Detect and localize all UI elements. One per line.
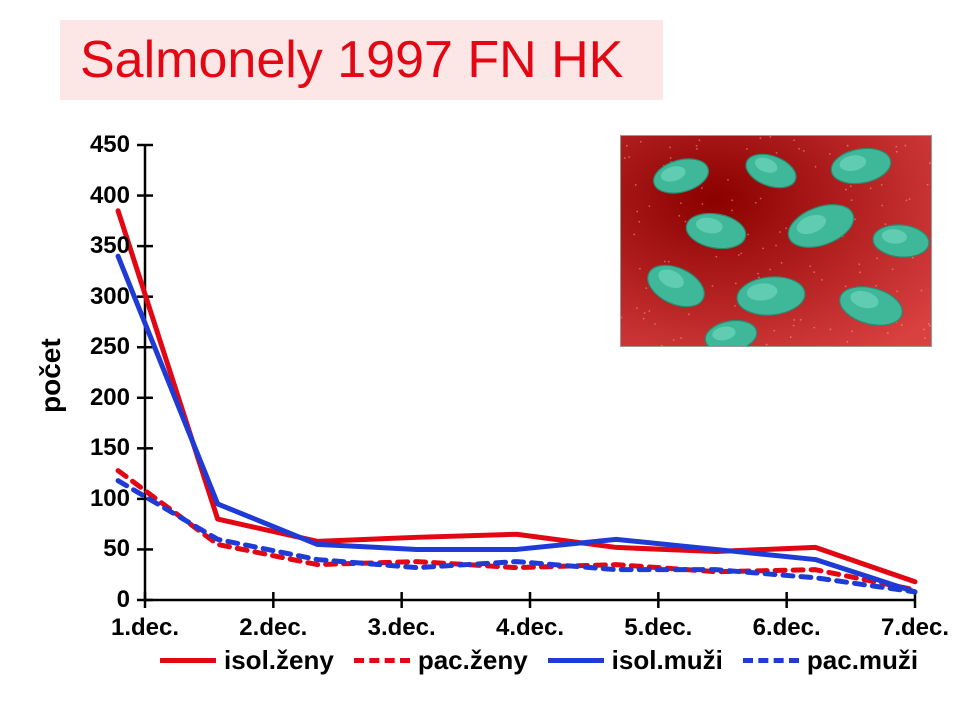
y-tick-label: 0 bbox=[70, 586, 130, 614]
legend-swatch bbox=[160, 658, 216, 663]
legend-swatch bbox=[548, 658, 604, 663]
legend-item: pac.ženy bbox=[354, 645, 528, 676]
legend-label: pac.ženy bbox=[418, 645, 528, 676]
legend-swatch bbox=[743, 658, 799, 663]
legend-item: isol.muži bbox=[548, 645, 723, 676]
y-tick-label: 250 bbox=[70, 333, 130, 361]
x-tick-label: 7.dec. bbox=[881, 614, 949, 642]
y-tick-label: 50 bbox=[70, 535, 130, 563]
y-tick-label: 350 bbox=[70, 232, 130, 260]
y-tick-label: 400 bbox=[70, 182, 130, 210]
x-tick-label: 3.dec. bbox=[368, 614, 436, 642]
legend-label: pac.muži bbox=[807, 645, 918, 676]
series-pac.ženy bbox=[118, 471, 915, 590]
x-tick-label: 6.dec. bbox=[753, 614, 821, 642]
y-tick-label: 100 bbox=[70, 485, 130, 513]
chart-legend: isol.ženy pac.ženy isol.muži pac.muži bbox=[160, 640, 940, 680]
legend-item: pac.muži bbox=[743, 645, 918, 676]
legend-label: isol.ženy bbox=[224, 645, 334, 676]
x-tick-label: 5.dec. bbox=[624, 614, 692, 642]
y-tick-label: 300 bbox=[70, 283, 130, 311]
y-axis-label: počet bbox=[35, 338, 67, 413]
y-tick-label: 200 bbox=[70, 384, 130, 412]
y-tick-label: 450 bbox=[70, 131, 130, 159]
legend-item: isol.ženy bbox=[160, 645, 334, 676]
legend-label: isol.muži bbox=[612, 645, 723, 676]
x-tick-label: 4.dec. bbox=[496, 614, 564, 642]
x-tick-label: 2.dec. bbox=[239, 614, 307, 642]
legend-swatch bbox=[354, 658, 410, 663]
x-tick-label: 1.dec. bbox=[111, 614, 179, 642]
y-tick-label: 150 bbox=[70, 434, 130, 462]
bacteria-image bbox=[620, 135, 932, 347]
chart-title: Salmonely 1997 FN HK bbox=[60, 20, 663, 100]
